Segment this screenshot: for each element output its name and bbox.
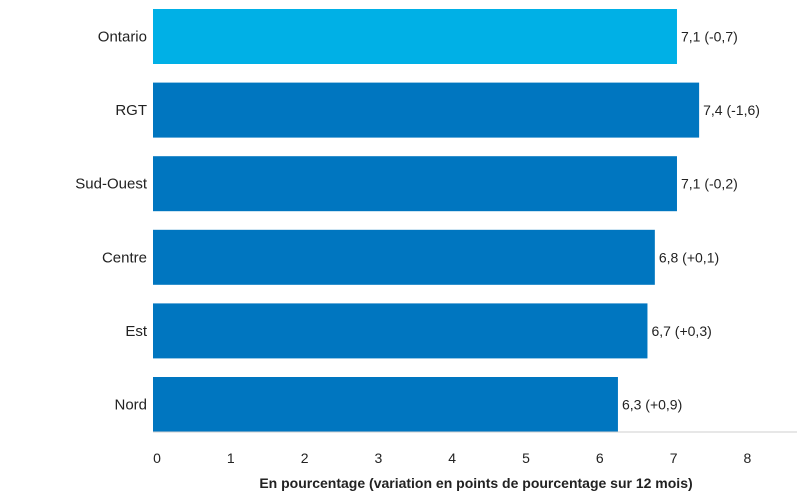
bar-sud-ouest (153, 156, 677, 212)
category-label-est: Est (125, 323, 148, 340)
category-label-centre: Centre (102, 249, 147, 266)
value-label-sud-ouest: 7,1 (-0,2) (681, 176, 738, 192)
bars-group (153, 9, 700, 432)
x-tick-label: 0 (153, 450, 161, 466)
x-tick-label: 2 (301, 450, 309, 466)
value-labels: 7,1 (-0,7) 7,4 (-1,6) 7,1 (-0,2) 6,8 (+0,1)… (622, 29, 760, 413)
x-tick-labels: 0 1 2 3 4 5 6 7 8 (153, 450, 751, 466)
category-labels: Ontario RGT Sud-Ouest Centre Est Nord (75, 29, 148, 414)
value-label-est: 6,7 (+0,3) (651, 323, 711, 339)
category-label-nord: Nord (114, 397, 147, 414)
category-label-sud-ouest: Sud-Ouest (75, 176, 148, 193)
x-tick-label: 3 (375, 450, 383, 466)
value-label-centre: 6,8 (+0,1) (659, 249, 719, 265)
x-tick-label: 1 (227, 450, 235, 466)
bar-centre (153, 229, 655, 285)
x-axis-title: En pourcentage (variation en points de p… (259, 475, 692, 491)
value-label-nord: 6,3 (+0,9) (622, 397, 682, 413)
x-tick-label: 8 (744, 450, 752, 466)
value-label-ontario: 7,1 (-0,7) (681, 29, 738, 45)
x-tick-label: 6 (596, 450, 604, 466)
category-label-rgt: RGT (115, 102, 147, 119)
value-label-rgt: 7,4 (-1,6) (703, 102, 760, 118)
x-tick-label: 7 (670, 450, 678, 466)
category-label-ontario: Ontario (98, 29, 147, 46)
bar-est (153, 303, 648, 359)
x-tick-label: 4 (448, 450, 456, 466)
bar-nord (153, 377, 618, 432)
x-tick-label: 5 (522, 450, 530, 466)
bar-rgt (153, 82, 700, 138)
bar-ontario (153, 9, 677, 64)
